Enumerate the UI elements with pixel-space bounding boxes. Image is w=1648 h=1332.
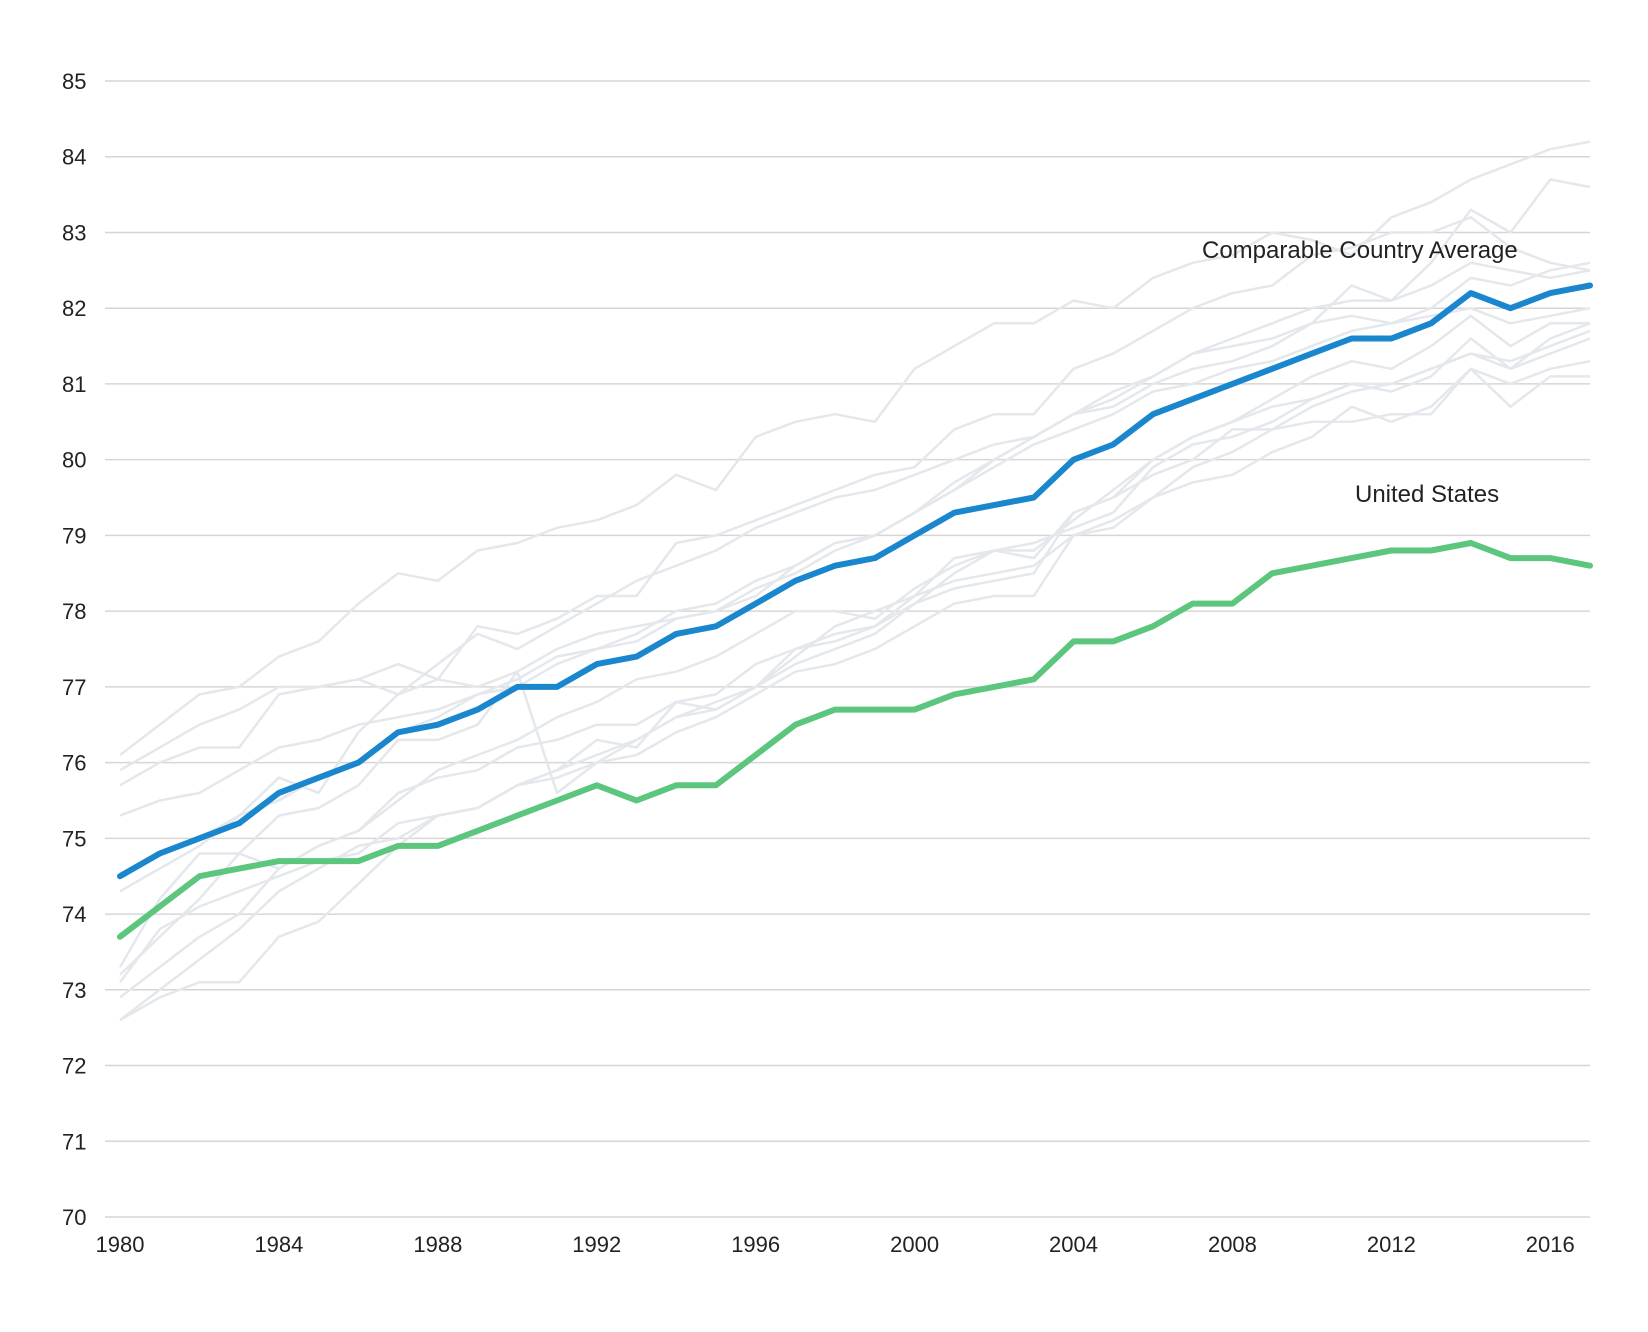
x-tick-label: 2000 [890,1232,939,1257]
comparison-country-12-line [119,367,1590,1022]
comparison-country-2-line [119,178,1591,772]
comparison-country-10-line [118,337,1591,983]
y-tick-label: 82 [62,296,86,321]
comparable-country-average-label: Comparable Country Average [1202,237,1518,264]
comparison-country-6-line [118,329,1591,968]
gridlines [105,80,1590,1218]
y-tick-label: 79 [62,523,86,548]
y-tick-label: 78 [62,599,86,624]
x-axis-tick-labels: 1980 1984 1988 1992 1996 2000 2004 2008 2012 2016 [96,1232,1575,1257]
y-tick-label: 72 [62,1054,86,1079]
comparison-country-8-line [119,322,1591,976]
comparison-country-3-line [119,216,1591,787]
comparison-country-1-line [119,140,1591,756]
x-tick-label: 2008 [1208,1232,1257,1257]
y-tick-label: 84 [62,145,86,170]
comparison-country-5-line [119,261,1591,893]
y-tick-label: 74 [62,902,86,927]
y-axis-tick-labels: 70 71 72 73 74 75 76 77 78 79 80 81 82 83 84 85 [62,69,86,1230]
highlighted-series-lines [117,282,1593,940]
comparable-country-average-line [117,282,1593,880]
y-tick-label: 71 [62,1129,86,1154]
comparison-country-7-line [119,306,1591,878]
x-tick-label: 1996 [731,1232,780,1257]
y-tick-label: 73 [62,978,86,1003]
y-tick-label: 75 [62,826,86,851]
comparison-country-11-line [119,359,1591,1022]
united-states-line [117,540,1593,940]
x-tick-label: 1988 [413,1232,462,1257]
y-tick-label: 83 [62,220,86,245]
comparison-country-lines [118,140,1591,1022]
comparison-country-9-line [119,314,1590,999]
x-tick-label: 2016 [1526,1232,1575,1257]
y-tick-label: 76 [62,751,86,776]
x-tick-label: 1980 [96,1232,145,1257]
x-tick-label: 2004 [1049,1232,1098,1257]
y-tick-label: 80 [62,448,86,473]
x-tick-label: 2012 [1367,1232,1416,1257]
y-tick-label: 70 [62,1205,86,1230]
x-tick-label: 1984 [254,1232,303,1257]
united-states-label: United States [1355,481,1499,508]
x-tick-label: 1992 [572,1232,621,1257]
y-tick-label: 85 [62,69,86,94]
y-tick-label: 81 [62,372,86,397]
y-tick-label: 77 [62,675,86,700]
